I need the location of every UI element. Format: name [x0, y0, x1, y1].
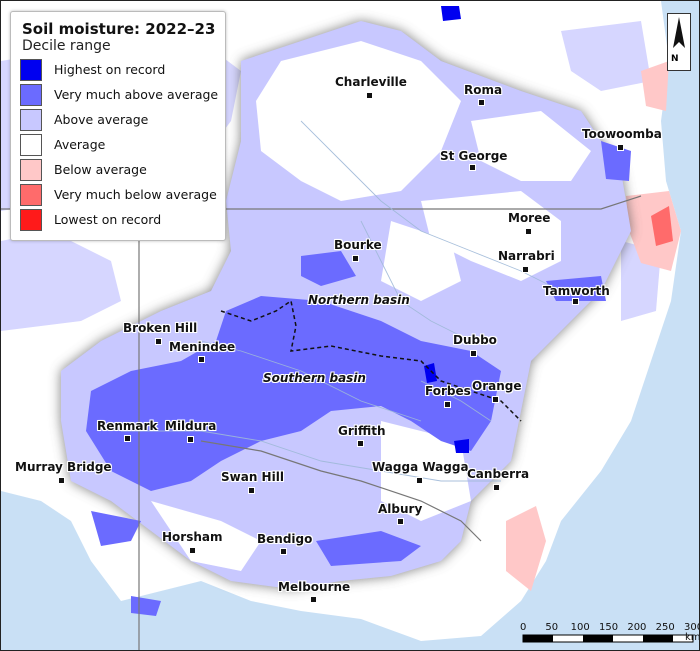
town-marker	[366, 92, 373, 99]
town-marker	[493, 484, 500, 491]
legend-title: Soil moisture: 2022–23	[22, 20, 216, 38]
town-label: Dubbo	[453, 333, 497, 347]
legend-item: Very much below average	[20, 184, 220, 208]
scale-unit: km	[685, 632, 700, 643]
town-marker	[189, 547, 196, 554]
scale-tick-label: 100	[570, 622, 590, 633]
basin-divider-line	[220, 299, 522, 422]
town-label: Swan Hill	[221, 470, 284, 484]
town-label: Wagga Wagga	[372, 460, 469, 474]
basin-average-areas	[151, 41, 591, 571]
town-marker	[397, 518, 404, 525]
town-label: Narrabri	[498, 249, 555, 263]
scale-tick-label: 200	[627, 622, 647, 633]
legend-swatch	[20, 109, 42, 131]
town-marker	[280, 548, 287, 555]
scale-bar	[522, 634, 694, 643]
town-label: Forbes	[425, 384, 471, 398]
map-legend: Soil moisture: 2022–23 Decile range High…	[10, 11, 226, 241]
town-marker	[310, 596, 317, 603]
town-marker	[572, 298, 579, 305]
town-label: Menindee	[169, 340, 236, 354]
town-marker	[198, 356, 205, 363]
town-marker	[617, 144, 624, 151]
southern-basin-label: Southern basin	[263, 371, 366, 385]
legend-swatch	[20, 159, 42, 181]
town-label: Roma	[464, 83, 503, 97]
legend-label: Average	[54, 137, 106, 152]
legend-item: Highest on record	[20, 59, 220, 83]
town-marker	[492, 396, 499, 403]
town-label: Charleville	[335, 75, 407, 89]
legend-swatch	[20, 134, 42, 156]
town-label: Murray Bridge	[15, 460, 112, 474]
scale-tick-label: 0	[520, 622, 527, 633]
town-label: Griffith	[338, 424, 386, 438]
town-label: Broken Hill	[123, 321, 198, 335]
town-label: Melbourne	[278, 580, 351, 594]
town-marker	[352, 255, 359, 262]
town-marker	[469, 164, 476, 171]
scale-tick-label: 250	[655, 622, 675, 633]
scale-tick-label: 300	[684, 622, 699, 633]
northern-basin-label: Northern basin	[308, 293, 410, 307]
town-marker	[124, 435, 131, 442]
town-marker	[357, 440, 364, 447]
town-label: Orange	[472, 379, 522, 393]
town-marker	[155, 338, 162, 345]
town-marker	[187, 436, 194, 443]
town-label: Horsham	[162, 530, 223, 544]
town-marker	[416, 477, 423, 484]
legend-label: Below average	[54, 162, 147, 177]
scale-tick-label: 150	[599, 622, 619, 633]
legend-swatch	[20, 59, 42, 81]
legend-label: Very much above average	[54, 87, 219, 102]
town-label: Bourke	[334, 238, 382, 252]
town-marker	[470, 350, 477, 357]
town-label: Albury	[378, 502, 423, 516]
legend-label: Very much below average	[54, 187, 217, 202]
legend-swatch	[20, 84, 42, 106]
town-marker	[522, 266, 529, 273]
legend-item: Very much above average	[20, 84, 220, 108]
town-label: Canberra	[467, 467, 530, 481]
rivers	[121, 120, 562, 482]
town-marker	[58, 477, 65, 484]
town-label: Tamworth	[543, 284, 610, 298]
town-marker	[478, 99, 485, 106]
legend-item: Above average	[20, 109, 220, 133]
town-label: Moree	[508, 211, 551, 225]
east-coast-very-much-below	[651, 206, 673, 246]
legend-item: Below average	[20, 159, 220, 183]
town-label: Renmark	[97, 419, 158, 433]
town-label: Mildura	[165, 419, 217, 433]
basin-very-much-above-average	[86, 141, 631, 616]
north-label: N	[671, 54, 679, 64]
town-marker	[444, 401, 451, 408]
town-label: St George	[440, 149, 508, 163]
legend-swatch	[20, 184, 42, 206]
legend-item: Average	[20, 134, 220, 158]
town-marker	[525, 228, 532, 235]
legend-label: Lowest on record	[54, 212, 162, 227]
legend-label: Above average	[54, 112, 149, 127]
legend-subtitle: Decile range	[22, 38, 111, 54]
town-label: Bendigo	[257, 532, 313, 546]
town-label: Toowoomba	[582, 127, 662, 141]
legend-item: Lowest on record	[20, 209, 220, 233]
scale-tick-label: 50	[545, 622, 559, 633]
town-marker	[248, 487, 255, 494]
legend-label: Highest on record	[54, 62, 166, 77]
north-arrow-icon: N	[667, 13, 691, 71]
legend-swatch	[20, 209, 42, 231]
